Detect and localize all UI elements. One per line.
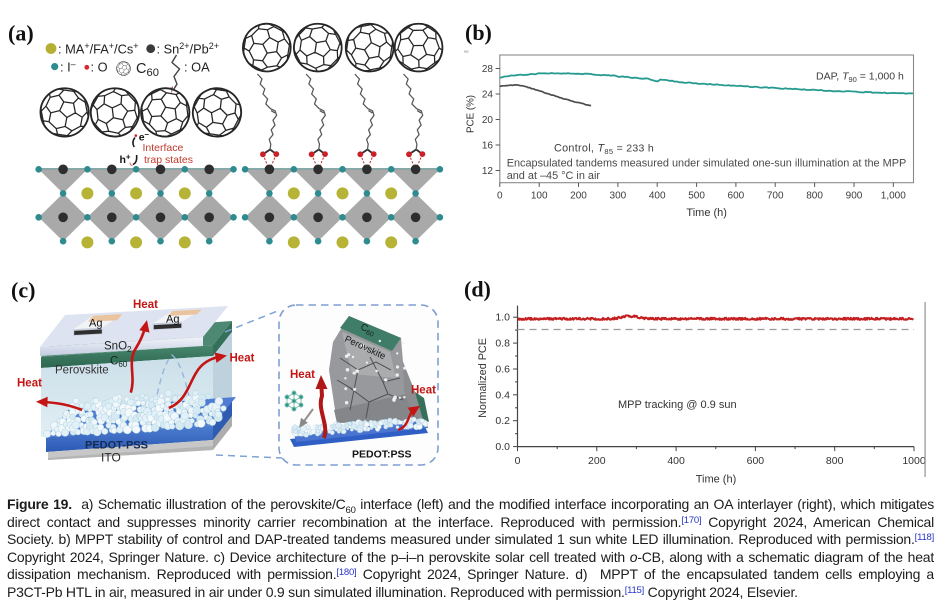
svg-text:700: 700 xyxy=(767,191,784,202)
svg-text:(d): (d) xyxy=(464,277,491,302)
svg-text:0.0: 0.0 xyxy=(495,441,510,453)
svg-text:0.2: 0.2 xyxy=(495,415,510,427)
svg-text:400: 400 xyxy=(649,191,666,202)
svg-text:0.4: 0.4 xyxy=(495,389,510,401)
svg-text:600: 600 xyxy=(747,455,765,467)
svg-text:C60: C60 xyxy=(136,61,159,79)
svg-text:0: 0 xyxy=(515,455,521,467)
svg-text:0.8: 0.8 xyxy=(495,338,510,350)
svg-text:Ag: Ag xyxy=(89,318,102,330)
svg-text:h+: h+ xyxy=(120,153,131,167)
svg-text:DAP, T90 = 1,000 h: DAP, T90 = 1,000 h xyxy=(816,71,904,85)
svg-text:28: 28 xyxy=(482,64,494,75)
svg-text:trap states: trap states xyxy=(144,154,193,166)
svg-text:PCE (%): PCE (%) xyxy=(466,95,477,133)
svg-text:: Sn2+/Pb2+: : Sn2+/Pb2+ xyxy=(157,41,220,57)
svg-text:ITO: ITO xyxy=(101,451,121,465)
svg-text:Ag: Ag xyxy=(166,314,179,326)
svg-text:Control, T85 = 233 h: Control, T85 = 233 h xyxy=(554,143,654,157)
svg-text:800: 800 xyxy=(806,191,823,202)
svg-text:MPP tracking @ 0.9 sun: MPP tracking @ 0.9 sun xyxy=(618,399,737,411)
svg-text:200: 200 xyxy=(570,191,587,202)
svg-text:(c): (c) xyxy=(11,278,35,303)
svg-text:SnO2: SnO2 xyxy=(104,341,132,355)
svg-text:900: 900 xyxy=(846,191,863,202)
svg-text:20: 20 xyxy=(482,115,494,126)
svg-text:Heat: Heat xyxy=(133,299,158,311)
svg-text:400: 400 xyxy=(667,455,685,467)
svg-text:: O: : O xyxy=(91,60,108,75)
svg-text:: I–: : I– xyxy=(60,59,76,75)
svg-text:0.6: 0.6 xyxy=(495,364,510,376)
svg-text:800: 800 xyxy=(826,455,844,467)
svg-text:300: 300 xyxy=(610,191,627,202)
svg-text:PEDOT-PSS: PEDOT-PSS xyxy=(85,440,148,452)
svg-text:(b): (b) xyxy=(465,20,492,45)
svg-text:100: 100 xyxy=(531,191,548,202)
svg-text:Heat: Heat xyxy=(290,369,315,381)
svg-text:Interface: Interface xyxy=(143,142,184,154)
svg-text:16: 16 xyxy=(482,141,494,152)
svg-text:1.0: 1.0 xyxy=(495,312,510,324)
svg-text:e–: e– xyxy=(139,130,150,144)
svg-text:600: 600 xyxy=(728,191,745,202)
svg-text:(a): (a) xyxy=(8,21,34,46)
svg-text:Encapsulated tandems measured: Encapsulated tandems measured under simu… xyxy=(507,158,907,170)
svg-text:Heat: Heat xyxy=(230,353,255,365)
svg-text:Heat: Heat xyxy=(17,378,42,390)
svg-text:1,000: 1,000 xyxy=(881,191,906,202)
svg-text:Normalized PCE: Normalized PCE xyxy=(477,338,489,418)
svg-text:Perovskite: Perovskite xyxy=(55,365,109,377)
svg-text:: MA+/FA+/Cs+: : MA+/FA+/Cs+ xyxy=(58,41,139,57)
svg-text:and at –45 °C in air: and at –45 °C in air xyxy=(507,170,601,182)
svg-text:PEDOT:PSS: PEDOT:PSS xyxy=(352,449,412,461)
svg-text:: OA: : OA xyxy=(184,60,210,75)
svg-text:Time (h): Time (h) xyxy=(696,474,737,486)
svg-text:1000: 1000 xyxy=(902,455,926,467)
svg-text:Heat: Heat xyxy=(411,385,436,397)
svg-text:500: 500 xyxy=(688,191,705,202)
svg-text:12: 12 xyxy=(482,166,494,177)
svg-text:24: 24 xyxy=(482,90,494,101)
svg-text:0: 0 xyxy=(497,191,503,202)
svg-text:Time (h): Time (h) xyxy=(686,207,727,219)
svg-text:200: 200 xyxy=(588,455,606,467)
